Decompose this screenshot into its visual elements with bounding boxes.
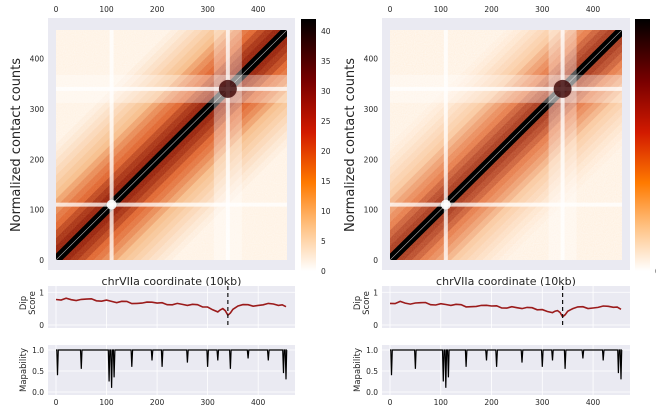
- right-gap-row: [390, 202, 622, 207]
- right-centromere-spot: [553, 79, 572, 98]
- right-map-xtick: 100: [434, 398, 449, 407]
- left-colorbar-tick: 40: [321, 27, 331, 36]
- right-gap-column: [560, 30, 565, 260]
- left-map-ylabel: Mapability: [19, 348, 29, 392]
- left-colorbar-tick: 5: [321, 237, 326, 246]
- left-gap-row: [56, 202, 287, 207]
- right-gap-spot: [440, 199, 451, 210]
- left-colorbar-tick: 20: [321, 147, 331, 156]
- left-map-line: [56, 349, 288, 388]
- left-colorbar-tick: 25: [321, 117, 331, 126]
- left-gap-row: [56, 86, 287, 91]
- right-map-ytick: 0.5: [366, 367, 378, 376]
- right-heatmap-xlabel: chrVIIa coordinate (10kb): [436, 275, 576, 288]
- left-heatmap-xtick: 300: [200, 5, 215, 14]
- left-colorbar-tick: 10: [321, 207, 331, 216]
- right-heatmap-ytick: 200: [364, 155, 379, 164]
- left-colorbar-tick: 30: [321, 87, 331, 96]
- right-heatmap-xtick: 200: [484, 5, 499, 14]
- right-map-ytick: 0.0: [366, 388, 378, 397]
- left-colorbar-tick: 35: [321, 57, 331, 66]
- left-diagonal-core: [56, 30, 287, 260]
- left-dip-ytick: 0: [39, 321, 44, 330]
- right-heatmap-ytick: 0: [373, 256, 378, 265]
- left-gap-spot: [106, 199, 117, 210]
- right-map-xtick: 200: [484, 398, 499, 407]
- left-colorbar-tick: 15: [321, 177, 331, 186]
- right-dip-ytick: 1: [373, 288, 378, 297]
- left-map-xtick: 100: [99, 398, 114, 407]
- right-gap-column: [443, 30, 448, 260]
- right-heatmap-xtick: 0: [388, 5, 393, 14]
- left-heatmap-ytick: 200: [30, 155, 45, 164]
- left-map-ytick: 0.0: [32, 388, 44, 397]
- right-map-xtick: 400: [586, 398, 601, 407]
- left-dip-ylabel-line1: Dip: [19, 296, 29, 310]
- right-dip-line: [389, 300, 622, 319]
- right-heatmap-xtick: 400: [586, 5, 601, 14]
- right-gap-row: [390, 86, 622, 91]
- left-gap-column: [225, 30, 230, 260]
- left-dip-line: [55, 297, 287, 317]
- right-dip-ytick: 0: [373, 321, 378, 330]
- left-heatmap-xtick: 200: [150, 5, 165, 14]
- right-map-line: [390, 349, 623, 388]
- left-centromere-spot: [218, 79, 237, 98]
- left-centromere-row: [56, 74, 287, 103]
- left-map-ytick: 0.5: [32, 367, 44, 376]
- left-map-xtick: 200: [150, 398, 165, 407]
- left-map-background: [48, 345, 295, 395]
- left-dip-ylabel-line2: Score: [28, 291, 38, 315]
- left-heatmap-xtick: 0: [54, 5, 59, 14]
- right-dip-background: [382, 286, 630, 328]
- left-heatmap-ylabel: Normalized contact counts: [9, 58, 24, 232]
- right-map-ylabel: Mapability: [353, 348, 363, 392]
- left-dip-ytick: 1: [39, 288, 44, 297]
- right-map-xtick: 300: [535, 398, 550, 407]
- right-heatmap-ytick: 100: [364, 206, 379, 215]
- right-colorbar: [635, 19, 650, 271]
- left-map-xtick: 0: [54, 398, 59, 407]
- right-heatmap-ytick: 400: [364, 55, 379, 64]
- right-heatmap-xtick: 300: [535, 5, 550, 14]
- left-heatmap-cells: [56, 30, 287, 260]
- left-heatmap-ytick: 0: [39, 256, 44, 265]
- left-heatmap-ytick: 300: [30, 105, 45, 114]
- left-gap-column: [109, 30, 114, 260]
- left-dip-background: [48, 286, 295, 328]
- left-heatmap-xtick: 100: [99, 5, 114, 14]
- right-centromere-column: [548, 30, 577, 260]
- right-heatmap-ylabel: Normalized contact counts: [343, 58, 358, 232]
- right-heatmap-xtick: 100: [434, 5, 449, 14]
- right-map-background: [382, 345, 630, 395]
- left-map-xtick: 400: [251, 398, 266, 407]
- right-map-xtick: 0: [388, 398, 393, 407]
- left-heatmap-ytick: 400: [30, 55, 45, 64]
- left-centromere-column: [213, 30, 242, 260]
- right-dip-ylabel-line2: Score: [362, 291, 372, 315]
- right-centromere-row: [390, 74, 622, 103]
- left-heatmap-xtick: 400: [251, 5, 266, 14]
- left-heatmap-ytick: 100: [30, 206, 45, 215]
- right-heatmap-cells: [390, 30, 622, 260]
- left-map-ytick: 1.0: [32, 346, 44, 355]
- left-map-xtick: 300: [200, 398, 215, 407]
- left-colorbar-tick: 0: [321, 267, 326, 276]
- right-dip-ylabel-line1: Dip: [353, 296, 363, 310]
- right-map-ytick: 1.0: [366, 346, 378, 355]
- right-heatmap-ytick: 300: [364, 105, 379, 114]
- right-diagonal-core: [390, 30, 622, 260]
- left-colorbar: [301, 19, 316, 271]
- left-heatmap-xlabel: chrVIIa coordinate (10kb): [102, 275, 242, 288]
